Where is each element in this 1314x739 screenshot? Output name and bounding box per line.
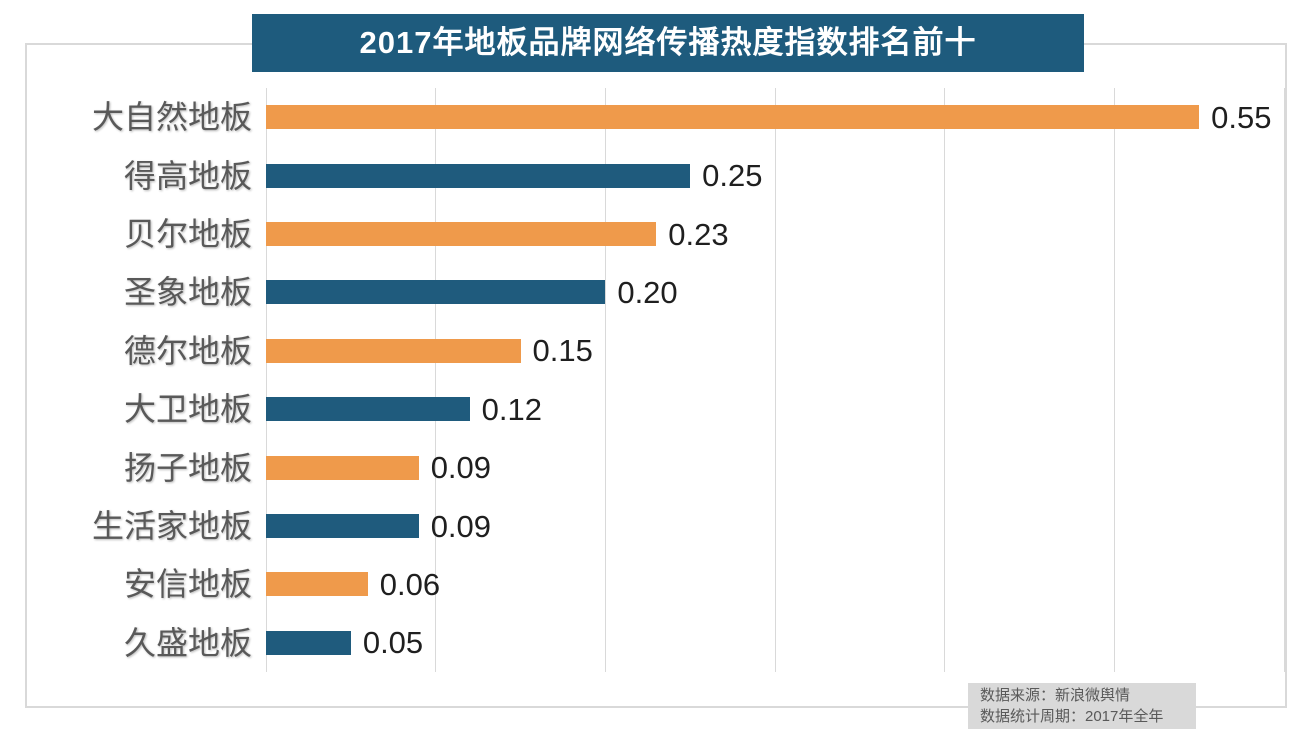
bar <box>266 163 691 188</box>
value-label: 0.06 <box>379 566 441 602</box>
value-label: 0.05 <box>362 625 424 661</box>
value-label: 0.09 <box>430 450 492 486</box>
plot-area: 大自然地板 0.55 得高地板 0.25 贝尔地板 0.23 圣象地板 0.20 德尔地板 0.1… <box>92 88 1285 672</box>
category-label: 大卫地板 <box>123 391 252 428</box>
gridline <box>435 88 437 672</box>
bar <box>266 455 419 480</box>
gridline <box>1113 88 1115 672</box>
bar <box>266 514 419 538</box>
category-label: 贝尔地板 <box>123 216 252 252</box>
category-label: 得高地板 <box>123 157 252 194</box>
category-label: 扬子地板 <box>123 449 252 486</box>
chart-frame <box>25 43 1287 708</box>
category-label: 大自然地板 <box>91 99 252 136</box>
gridline <box>944 88 946 672</box>
source-note: 数据来源：新浪微舆情 数据统计周期：2017年全年 <box>968 683 1196 729</box>
category-label: 生活家地板 <box>91 508 252 544</box>
value-label: 0.09 <box>430 508 492 544</box>
bar-row: 安信地板 0.06 <box>124 555 1284 613</box>
bar-row: 生活家地板 0.09 <box>92 497 1284 555</box>
category-label: 圣象地板 <box>123 274 252 311</box>
bar-row: 大卫地板 0.12 <box>124 380 1284 438</box>
value-label: 0.15 <box>532 333 593 369</box>
bar <box>266 397 470 422</box>
bar-row: 贝尔地板 0.23 <box>124 205 1284 263</box>
bar <box>266 105 1200 130</box>
gridline <box>265 88 267 672</box>
gridline <box>774 88 776 672</box>
gridline <box>604 88 606 672</box>
bar <box>266 338 521 363</box>
chart-title: 2017年地板品牌网络传播热度指数排名前十 <box>252 14 1084 72</box>
value-label: 0.23 <box>668 216 729 252</box>
bar <box>266 630 351 655</box>
category-label: 安信地板 <box>123 566 252 603</box>
value-label: 0.12 <box>481 391 542 427</box>
value-label: 0.20 <box>617 274 678 310</box>
bar-row: 得高地板 0.25 <box>124 147 1284 205</box>
source-line-1: 数据来源：新浪微舆情 <box>980 687 1131 704</box>
bar-row: 扬子地板 0.09 <box>124 439 1284 497</box>
source-line-2: 数据统计周期：2017年全年 <box>980 708 1164 725</box>
category-label: 德尔地板 <box>123 332 252 369</box>
bar <box>266 222 657 246</box>
bar <box>266 572 368 597</box>
bar-row: 大自然地板 0.55 <box>92 88 1284 146</box>
category-label: 久盛地板 <box>123 624 252 661</box>
value-label: 0.55 <box>1211 99 1272 135</box>
gridline <box>1283 88 1285 672</box>
value-label: 0.25 <box>702 158 763 194</box>
bar-row: 德尔地板 0.15 <box>124 322 1284 380</box>
bar-row: 久盛地板 0.05 <box>124 614 1284 672</box>
bar <box>266 280 606 305</box>
bar-row: 圣象地板 0.20 <box>124 263 1284 321</box>
